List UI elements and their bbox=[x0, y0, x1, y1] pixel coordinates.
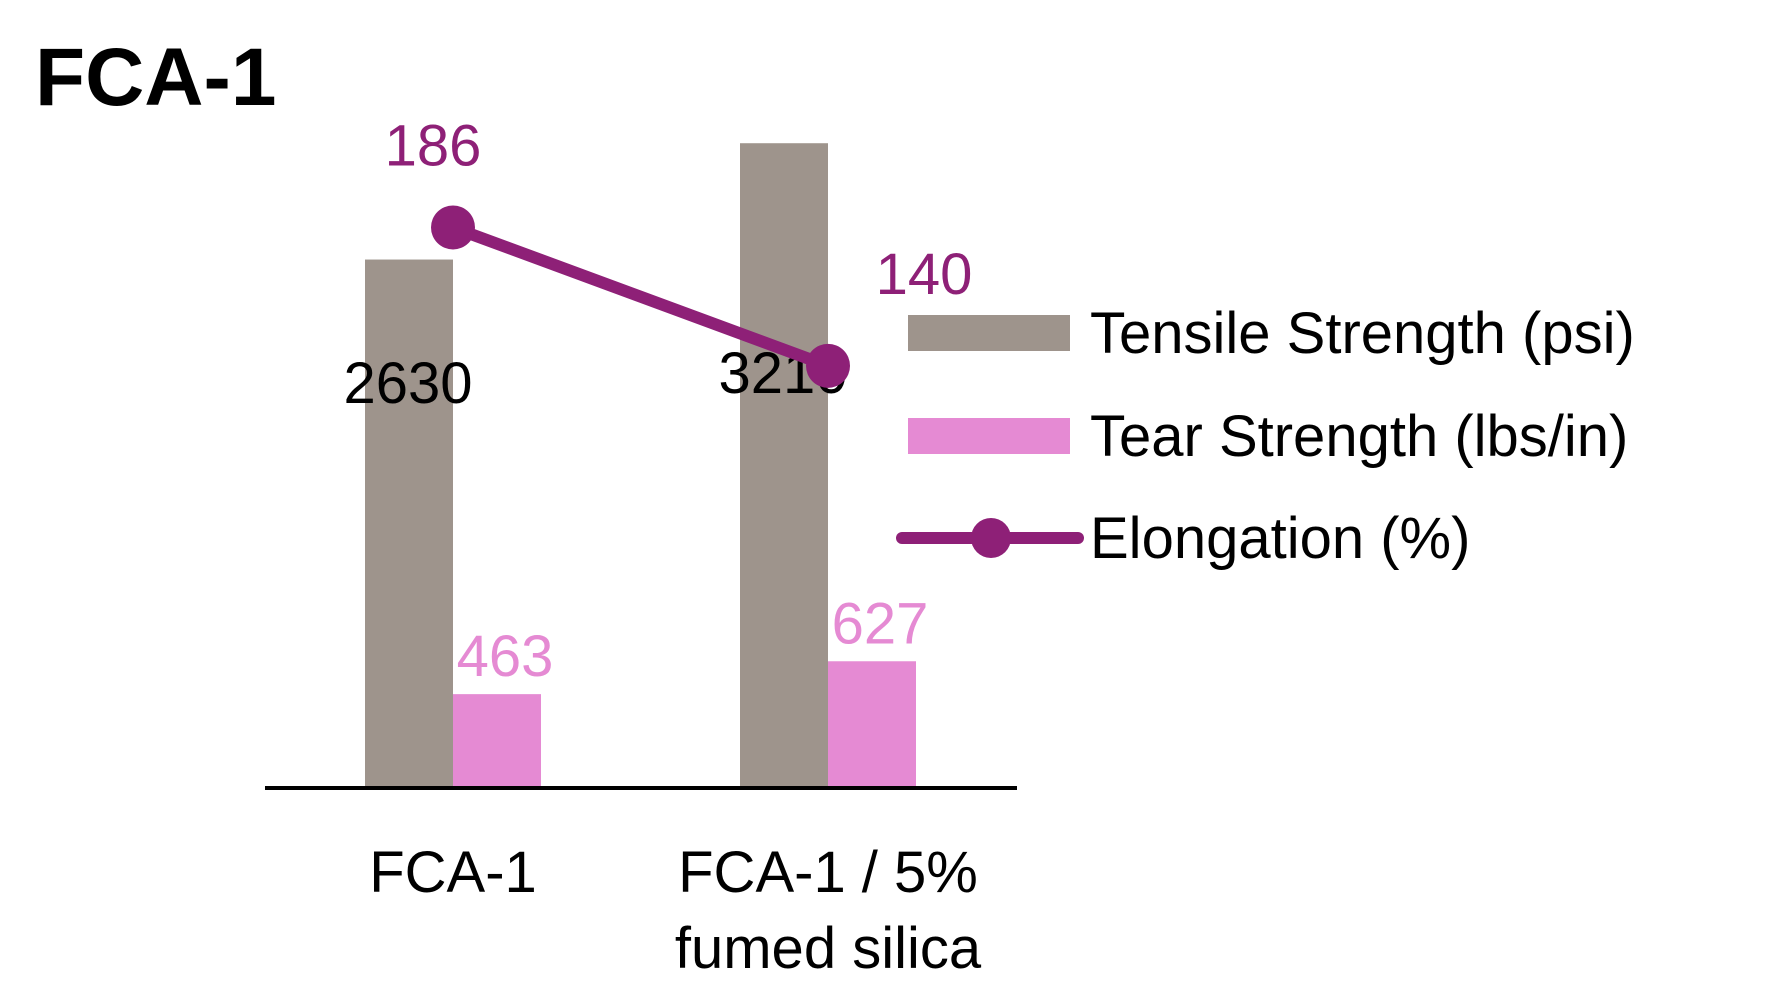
elongation-point bbox=[806, 343, 850, 388]
legend-label: Elongation (%) bbox=[1090, 506, 1470, 571]
legend: Tensile Strength (psi) Tear Strength (lbs… bbox=[896, 301, 1635, 571]
data-label-elongation: 140 bbox=[876, 242, 973, 307]
bar-tear-strength bbox=[828, 661, 916, 787]
bar-tensile-strength bbox=[740, 143, 828, 787]
legend-swatch-tensile bbox=[908, 315, 1070, 351]
x-tick-label: FCA-1 bbox=[369, 840, 537, 905]
x-tick-label: FCA-1 / 5% bbox=[678, 840, 978, 905]
data-label-tensile: 2630 bbox=[343, 351, 472, 416]
x-tick-label: fumed silica bbox=[675, 916, 982, 981]
bar-tensile-strength bbox=[365, 259, 453, 787]
data-label-tear: 627 bbox=[832, 591, 929, 656]
data-label-tear: 463 bbox=[457, 624, 554, 689]
bar-tear-strength bbox=[453, 694, 541, 787]
legend-label: Tear Strength (lbs/in) bbox=[1090, 404, 1628, 469]
elongation-point bbox=[431, 205, 475, 250]
elongation-line bbox=[447, 221, 834, 372]
data-label-elongation: 186 bbox=[385, 113, 482, 178]
legend-marker-elongation bbox=[971, 518, 1011, 558]
legend-label: Tensile Strength (psi) bbox=[1090, 301, 1635, 366]
chart-title: FCA-1 bbox=[35, 32, 276, 123]
legend-swatch-tear bbox=[908, 418, 1070, 454]
